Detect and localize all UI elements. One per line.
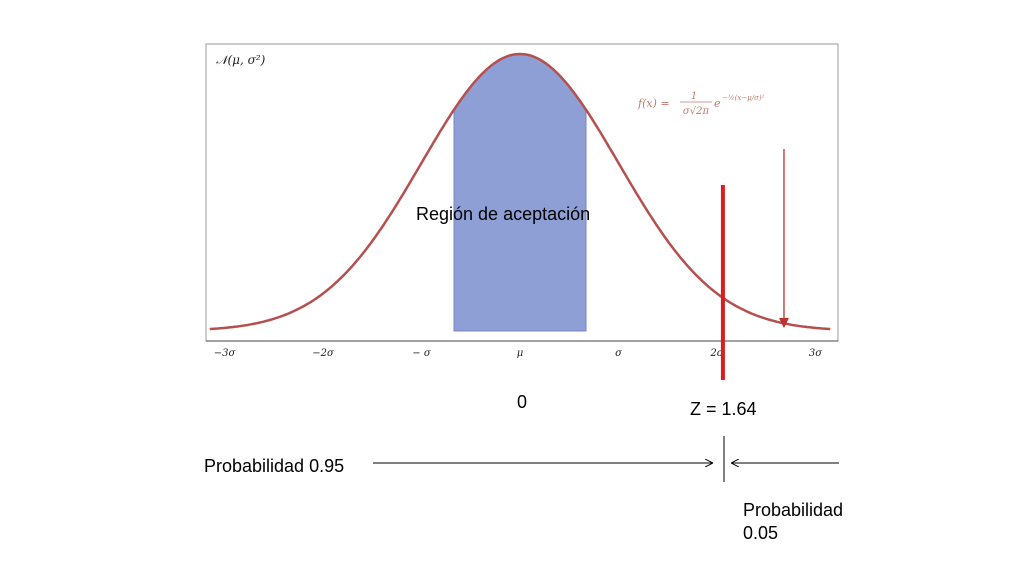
acceptance-region — [453, 53, 587, 332]
zero-label: 0 — [517, 392, 527, 412]
x-tick-label: −2σ — [312, 348, 335, 359]
prob-right-label-line1: Probabilidad — [743, 500, 843, 520]
x-tick-label: 3σ — [809, 348, 823, 359]
x-tick-label: 2σ — [709, 348, 724, 359]
x-tick-label: σ — [615, 348, 623, 359]
formula-exponent: −½(x−μ/σ)² — [722, 94, 765, 102]
x-tick-label: − σ — [412, 348, 432, 359]
z-value-label: Z = 1.64 — [690, 399, 757, 419]
formula-exp-base: e — [714, 97, 721, 110]
density-formula: f(x) = 1 σ√2π e −½(x−μ/σ)² — [637, 91, 765, 117]
formula-lhs: f(x) = — [637, 97, 670, 110]
x-tick-labels: −3σ −2σ − σ μ σ 2σ 3σ — [214, 348, 824, 359]
prob-right-label-line2: 0.05 — [743, 523, 778, 543]
x-tick-label: μ — [517, 348, 524, 359]
prob-left-label: Probabilidad 0.95 — [204, 456, 344, 476]
formula-denominator: σ√2π — [683, 106, 710, 117]
distribution-notation: 𝒩(μ, σ²) — [216, 53, 266, 67]
x-tick-label: −3σ — [214, 348, 237, 359]
formula-numerator: 1 — [691, 91, 697, 102]
density-curve — [209, 52, 831, 331]
region-label: Región de aceptación — [416, 204, 590, 224]
